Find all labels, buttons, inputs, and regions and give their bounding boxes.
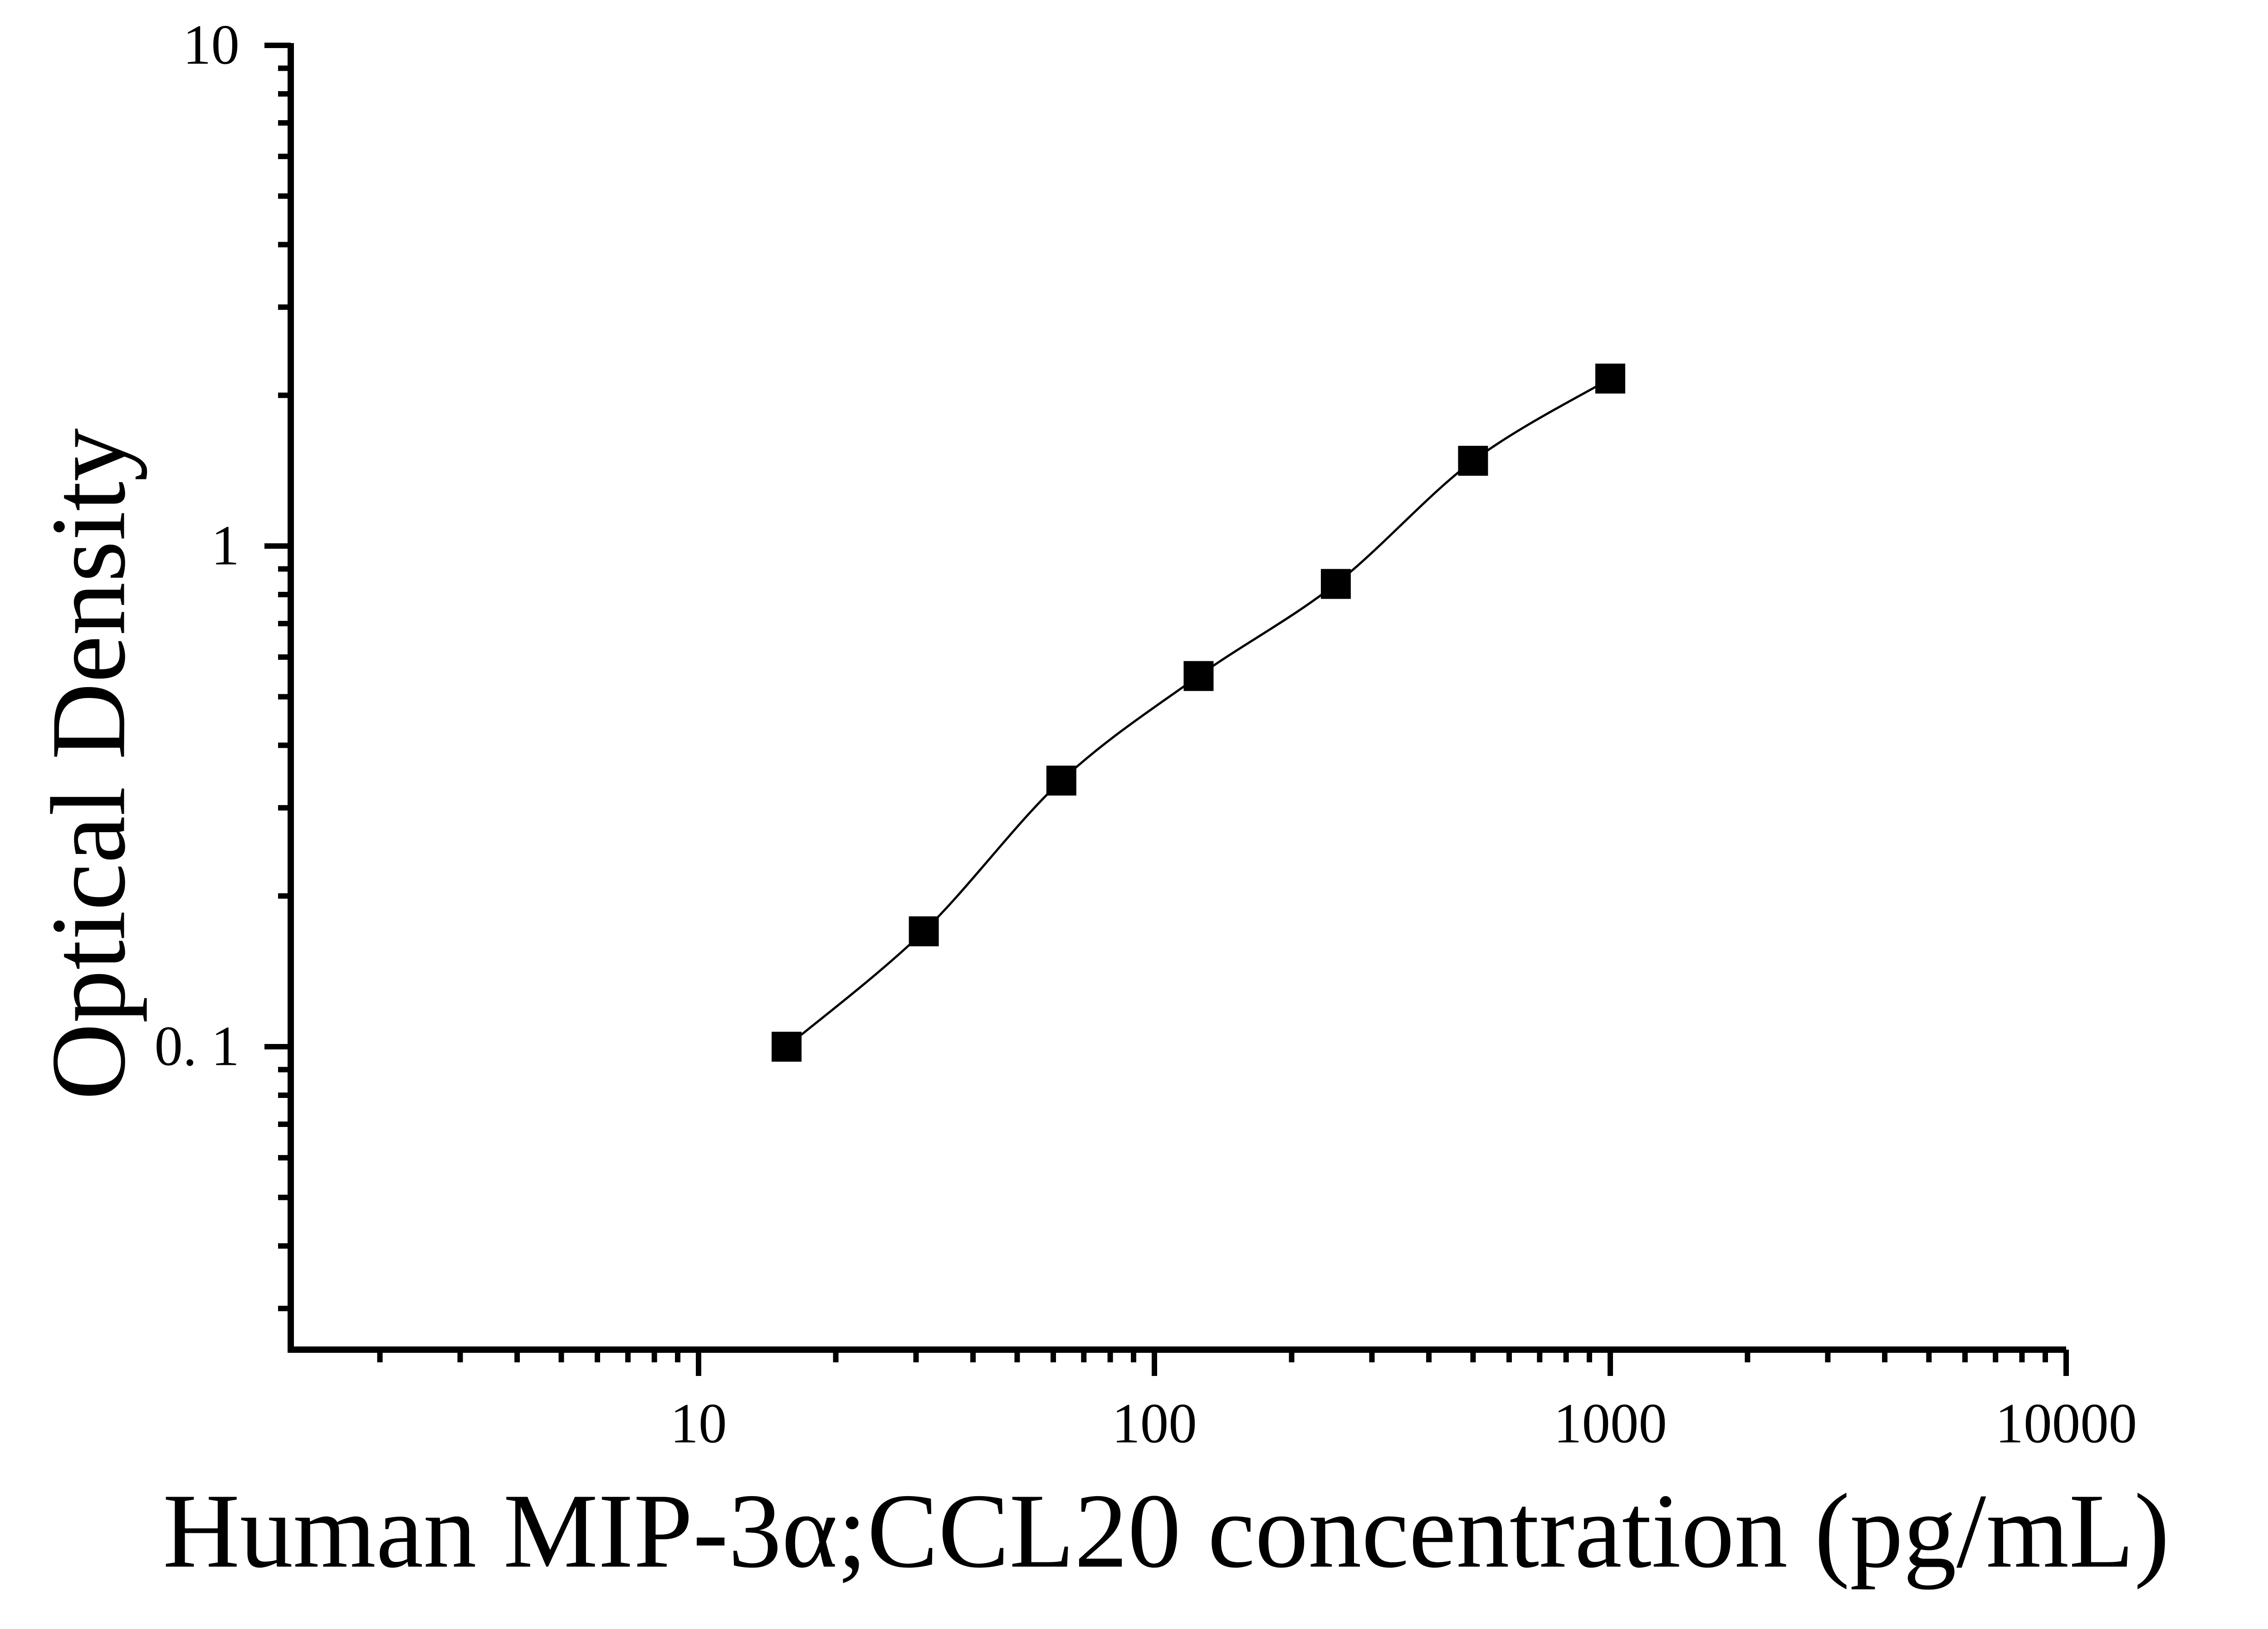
fit-curve-line [785, 377, 1612, 1048]
data-point-marker [1320, 569, 1351, 599]
x-tick-label: 100 [1112, 1392, 1197, 1455]
x-tick-label: 1000 [1554, 1392, 1667, 1455]
series-group [772, 363, 1625, 1062]
data-point-marker [1183, 661, 1214, 691]
data-point-marker [772, 1032, 802, 1062]
x-tick-label: 10000 [1995, 1392, 2137, 1455]
data-point-marker [1458, 446, 1488, 476]
y-tick-label: 1 [211, 514, 240, 577]
axis-spines [288, 43, 2066, 1353]
data-point-marker [1046, 766, 1076, 796]
axes-group [288, 43, 2066, 1353]
data-point-marker [1595, 363, 1625, 394]
y-axis-title: Optical Density [29, 428, 147, 1100]
y-tick-label: 0. 1 [154, 1015, 240, 1078]
x-tick-label: 10 [670, 1392, 727, 1455]
ticks-group [264, 43, 2069, 1376]
y-tick-label: 10 [183, 14, 240, 77]
data-point-marker [909, 916, 939, 946]
x-axis-title: Human MIP-3α;CCL20 concentration (pg/mL) [162, 1472, 2170, 1590]
